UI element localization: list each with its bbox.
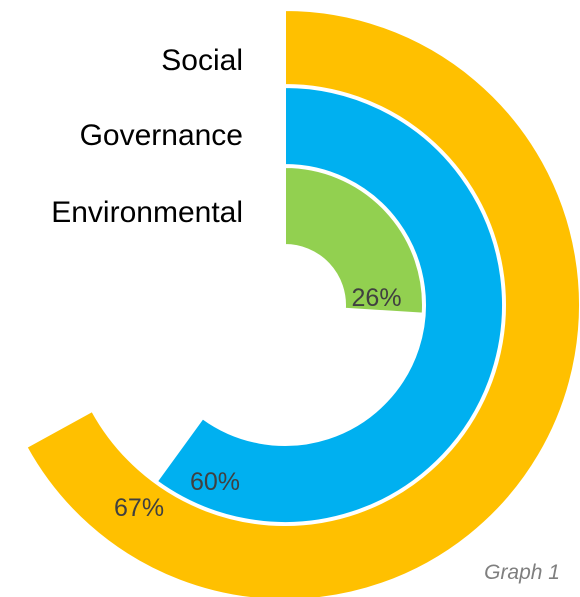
value-label-governance: 60% (190, 468, 240, 496)
value-label-social: 67% (114, 494, 164, 522)
category-label-social: Social (161, 44, 243, 77)
value-labels: 67% 60% 26% (114, 284, 402, 522)
arc-social (25, 8, 580, 597)
category-label-governance: Governance (80, 119, 243, 152)
value-label-environmental: 26% (352, 284, 402, 312)
category-labels: Social Governance Environmental (51, 44, 243, 229)
arc-environmental (284, 165, 424, 315)
chart-caption: Graph 1 (484, 561, 560, 584)
arc-governance (155, 85, 504, 524)
chart-arcs (25, 8, 580, 597)
category-label-environmental: Environmental (51, 196, 243, 229)
